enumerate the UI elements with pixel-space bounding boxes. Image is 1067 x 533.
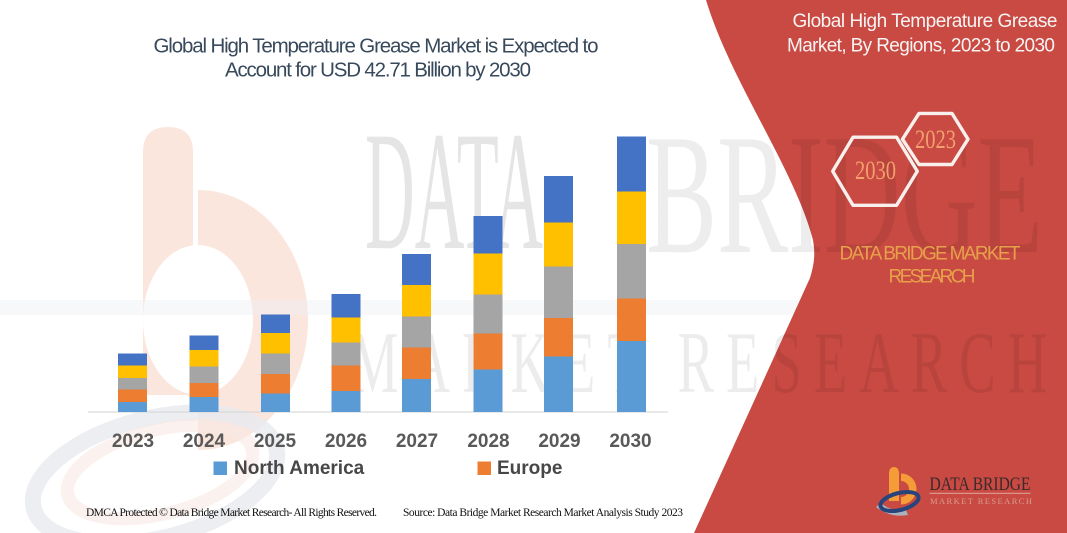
svg-text:2023: 2023 [915, 125, 956, 154]
svg-text:2028: 2028 [467, 431, 509, 452]
svg-text:DATA BRIDGE: DATA BRIDGE [930, 474, 1031, 495]
svg-text:2026: 2026 [325, 431, 367, 452]
svg-text:MARKET RESEARCH: MARKET RESEARCH [930, 496, 1032, 506]
svg-text:North America: North America [234, 458, 365, 479]
svg-text:Europe: Europe [497, 458, 562, 479]
svg-text:2025: 2025 [254, 431, 297, 452]
svg-text:2024: 2024 [183, 431, 226, 452]
svg-text:Global High Temperature Grease: Global High Temperature Grease Market is… [154, 35, 599, 58]
svg-text:Global High Temperature Grease: Global High Temperature Grease [793, 11, 1058, 32]
svg-text:2030: 2030 [609, 431, 651, 452]
svg-text:2023: 2023 [112, 431, 154, 452]
svg-text:Market, By Regions, 2023 to 20: Market, By Regions, 2023 to 2030 [787, 36, 1055, 57]
svg-text:2030: 2030 [855, 156, 896, 185]
svg-text:DMCA Protected © Data Bridge M: DMCA Protected © Data Bridge Market Rese… [86, 507, 377, 519]
svg-text:DATA: DATA [365, 97, 543, 286]
svg-text:RESEARCH: RESEARCH [889, 267, 976, 288]
svg-text:2027: 2027 [396, 431, 438, 452]
svg-text:MARKET RESEARCH: MARKET RESEARCH [350, 314, 1059, 411]
svg-text:Account for USD 42.71 Billion: Account for USD 42.71 Billion by 2030 [225, 59, 531, 82]
svg-text:Source: Data Bridge Market Res: Source: Data Bridge Market Research Mark… [403, 507, 683, 519]
svg-text:2029: 2029 [538, 431, 580, 452]
svg-text:DATA BRIDGE MARKET: DATA BRIDGE MARKET [840, 244, 1021, 265]
